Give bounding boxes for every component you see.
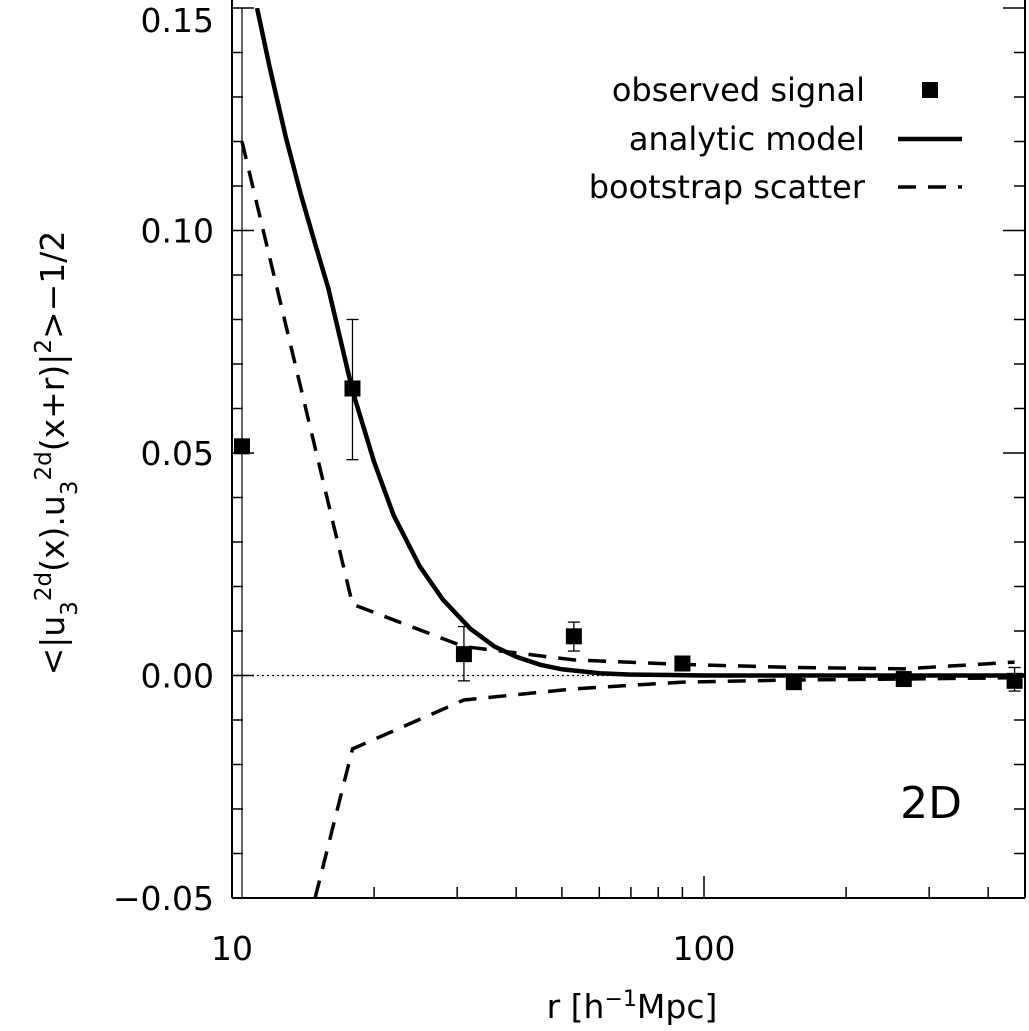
series-layer [234,8,1025,898]
axes-layer [231,0,1026,899]
tick-labels-layer: −0.05 0.00 0.05 0.10 0.15 10 100 [113,1,736,968]
data-point-square [344,380,361,397]
data-point-square [234,438,251,455]
legend-label: observed signal [612,71,865,109]
data-point-square [565,628,582,645]
x-axis-label: r [h−1Mpc] [547,987,718,1027]
bootstrap-scatter-upper-line [240,141,1015,671]
data-point-square [785,674,802,691]
legend-label: analytic model [629,120,865,158]
y-tick-label: −0.05 [113,879,214,918]
y-tick-label: 0.00 [141,657,214,696]
x-tick-label: 100 [673,929,736,968]
bootstrap-scatter-lower-line [313,675,1015,898]
y-tick-label: 0.05 [141,434,214,473]
legend: observed signal analytic model bootstrap s… [589,71,962,206]
y-tick-label: 0.15 [141,1,214,40]
data-point-square [1006,672,1023,689]
x-tick-label: 10 [211,929,253,968]
legend-label: bootstrap scatter [589,168,866,206]
legend-square-marker [922,82,938,98]
y-tick-label: 0.10 [141,212,214,251]
y-axis-label: <|u32d(x).u32d(x+r)|2>−1/2 [31,231,83,676]
data-point-square [674,655,691,672]
data-point-square [455,646,472,663]
panel-label: 2D [900,778,962,829]
data-point-square [895,671,912,688]
analytic-model-line [254,8,1025,678]
